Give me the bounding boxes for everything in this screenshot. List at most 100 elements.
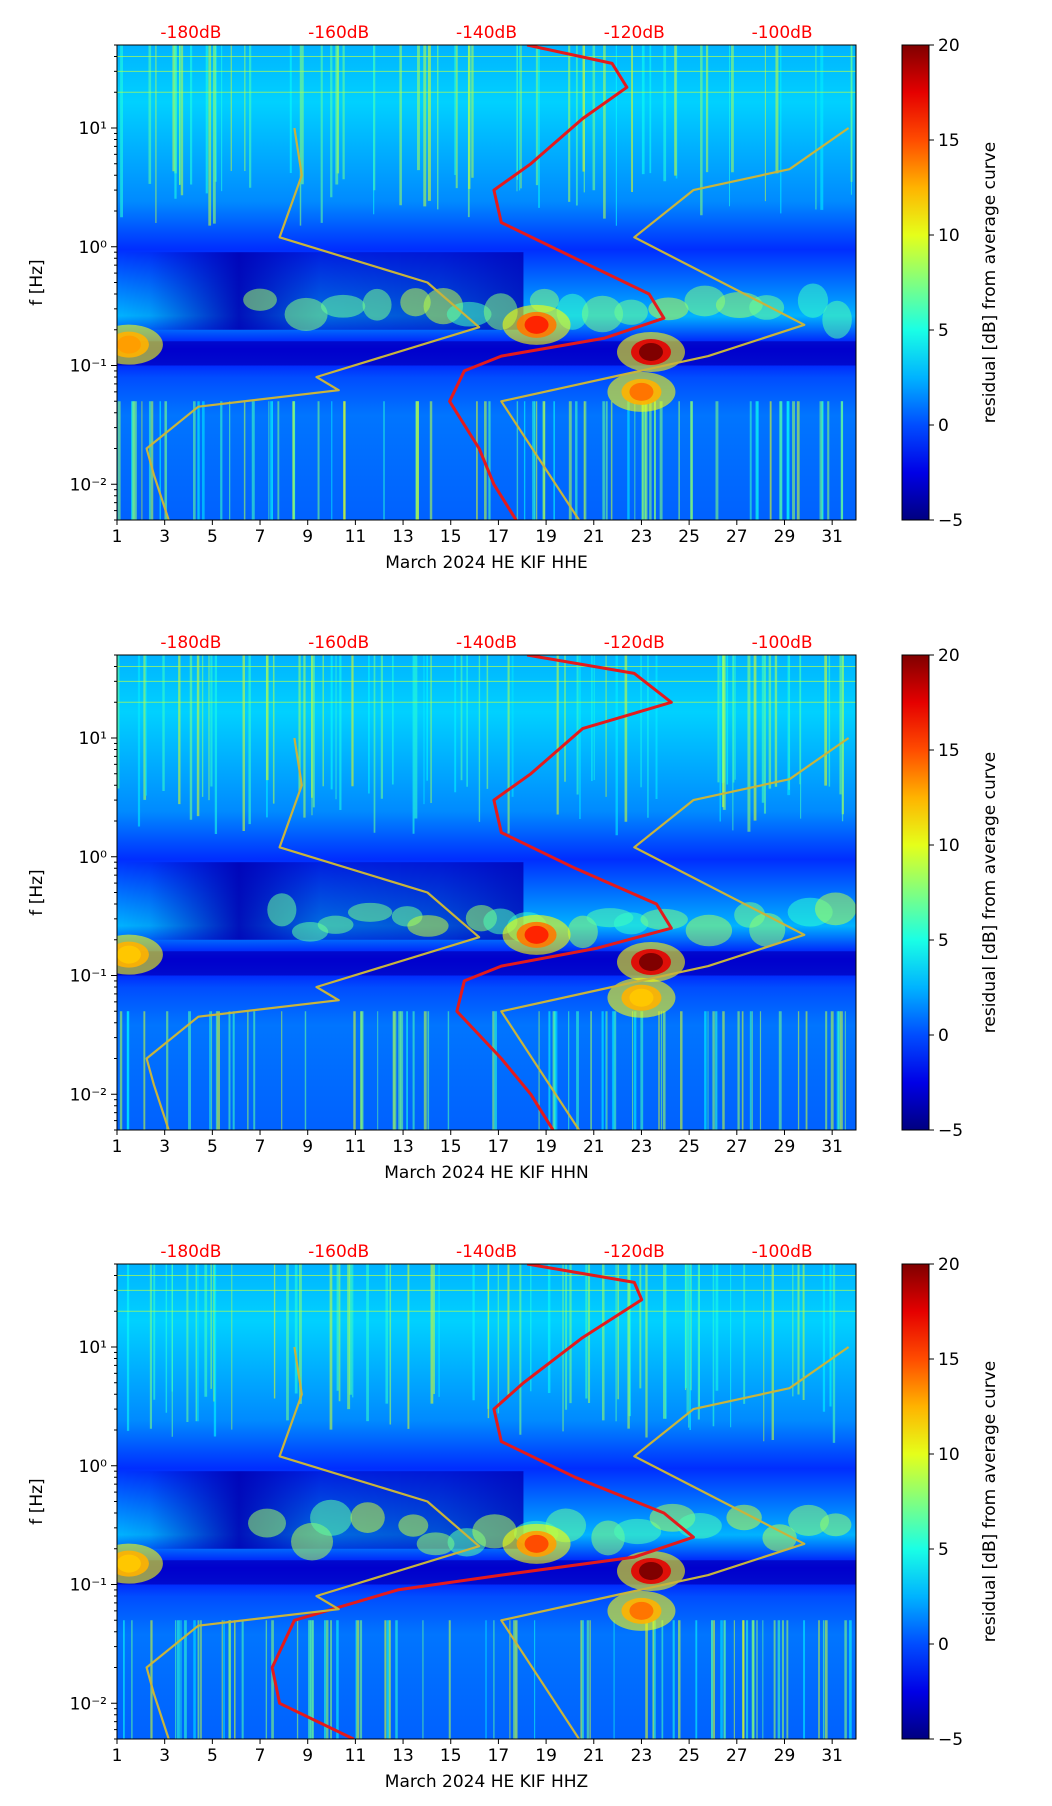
residual-blob bbox=[581, 295, 624, 333]
curve-noise-model-low bbox=[145, 737, 481, 1130]
curve-noise-model-low bbox=[145, 127, 481, 520]
db-scale-label: -140dB bbox=[456, 633, 517, 653]
x-tick-label: 9 bbox=[302, 1746, 313, 1766]
x-tick-label: 25 bbox=[678, 527, 700, 547]
residual-blob bbox=[284, 297, 328, 331]
curve-average-noise bbox=[455, 655, 673, 1130]
residual-blob bbox=[685, 914, 733, 947]
db-scale-label: -120dB bbox=[604, 633, 665, 653]
hotspot-1 bbox=[638, 1561, 663, 1580]
x-tick-label: 15 bbox=[440, 527, 462, 547]
x-tick-label: 13 bbox=[392, 527, 414, 547]
residual-blob bbox=[726, 1504, 762, 1531]
hotspot-2 bbox=[524, 315, 549, 334]
colorbar-tick-label: 5 bbox=[938, 321, 949, 341]
x-axis-label: March 2024 HE KIF HHN bbox=[384, 1163, 588, 1183]
x-axis-label: March 2024 HE KIF HHE bbox=[385, 553, 587, 573]
colorbar-tick-label: 15 bbox=[938, 1350, 960, 1370]
y-tick-label: 10⁰ bbox=[79, 848, 108, 868]
hotspot-4 bbox=[117, 1554, 141, 1573]
residual-blob bbox=[362, 288, 392, 321]
y-tick-label: 10¹ bbox=[79, 1338, 107, 1358]
y-tick-label: 10⁻² bbox=[70, 1085, 107, 1105]
x-tick-label: 1 bbox=[112, 1746, 123, 1766]
x-tick-label: 21 bbox=[583, 1746, 605, 1766]
x-tick-label: 7 bbox=[255, 527, 266, 547]
x-tick-label: 5 bbox=[207, 1746, 218, 1766]
y-tick-label: 10⁻¹ bbox=[70, 357, 107, 377]
y-tick-label: 10⁻² bbox=[70, 1694, 107, 1714]
db-scale-label: -100dB bbox=[752, 633, 813, 653]
colorbar-tick-label: −5 bbox=[938, 1730, 963, 1750]
residual-blob bbox=[684, 285, 726, 317]
colorbar-label: residual [dB] from average curve bbox=[980, 142, 1000, 423]
db-scale-label: -100dB bbox=[752, 1242, 813, 1262]
residual-blob bbox=[400, 288, 431, 317]
residual-blob bbox=[648, 297, 689, 321]
x-tick-label: 29 bbox=[774, 527, 796, 547]
x-tick-label: 23 bbox=[631, 1137, 653, 1157]
db-scale-label: -160dB bbox=[308, 23, 369, 43]
residual-blob bbox=[822, 300, 852, 339]
x-axis-label: March 2024 HE KIF HHZ bbox=[385, 1772, 588, 1792]
x-tick-label: 9 bbox=[302, 1137, 313, 1157]
residual-blob bbox=[350, 1502, 385, 1533]
low-residual-band bbox=[117, 1560, 856, 1585]
x-tick-label: 21 bbox=[583, 1137, 605, 1157]
y-tick-label: 10¹ bbox=[79, 119, 107, 139]
hotspot-3 bbox=[629, 988, 654, 1007]
db-scale-label: -100dB bbox=[752, 23, 813, 43]
x-tick-label: 27 bbox=[726, 1746, 748, 1766]
x-tick-label: 7 bbox=[255, 1746, 266, 1766]
x-tick-label: 27 bbox=[726, 1137, 748, 1157]
db-scale-label: -180dB bbox=[160, 23, 221, 43]
colorbar-tick-label: 20 bbox=[938, 36, 960, 56]
x-tick-label: 13 bbox=[392, 1746, 414, 1766]
x-tick-label: 25 bbox=[678, 1137, 700, 1157]
colorbar bbox=[901, 654, 930, 1131]
y-tick-label: 10⁰ bbox=[79, 1457, 108, 1477]
colorbar bbox=[901, 1263, 930, 1740]
residual-blob bbox=[613, 912, 649, 935]
residual-blob bbox=[614, 299, 648, 325]
colorbar-tick-label: 20 bbox=[938, 1255, 960, 1275]
x-tick-label: 17 bbox=[488, 1137, 510, 1157]
heatmap-area bbox=[117, 1264, 856, 1739]
residual-blob bbox=[567, 915, 598, 949]
db-scale-label: -140dB bbox=[456, 23, 517, 43]
curve-noise-model-high bbox=[500, 737, 850, 1130]
residual-blob bbox=[267, 893, 297, 927]
x-tick-label: 7 bbox=[255, 1137, 266, 1157]
hotspot-1 bbox=[638, 342, 663, 361]
residual-blob bbox=[310, 1499, 352, 1536]
x-tick-label: 15 bbox=[440, 1746, 462, 1766]
x-tick-label: 23 bbox=[631, 527, 653, 547]
x-tick-label: 19 bbox=[535, 1746, 557, 1766]
curve-noise-model-low bbox=[145, 1346, 481, 1739]
db-scale-label: -140dB bbox=[456, 1242, 517, 1262]
y-tick-label: 10⁰ bbox=[79, 238, 108, 258]
hotspot-2 bbox=[524, 1534, 549, 1553]
residual-blob bbox=[407, 915, 449, 937]
x-tick-label: 5 bbox=[207, 1137, 218, 1157]
y-tick-label: 10⁻² bbox=[70, 475, 107, 495]
colorbar-tick-label: 20 bbox=[938, 646, 960, 666]
curve-noise-model-high bbox=[500, 1346, 850, 1739]
db-scale-label: -120dB bbox=[604, 1242, 665, 1262]
x-tick-label: 19 bbox=[535, 527, 557, 547]
y-tick-label: 10⁻¹ bbox=[70, 1576, 107, 1596]
residual-blob bbox=[317, 915, 354, 934]
residual-blob bbox=[614, 1518, 662, 1545]
y-axis-label: f [Hz] bbox=[27, 869, 47, 915]
residual-blob bbox=[347, 902, 393, 922]
x-tick-label: 29 bbox=[774, 1746, 796, 1766]
x-tick-label: 25 bbox=[678, 1746, 700, 1766]
residual-blob bbox=[788, 1504, 830, 1536]
hotspot-2 bbox=[524, 925, 549, 944]
x-tick-label: 11 bbox=[345, 527, 367, 547]
x-tick-label: 1 bbox=[112, 1137, 123, 1157]
x-tick-label: 31 bbox=[821, 1137, 843, 1157]
